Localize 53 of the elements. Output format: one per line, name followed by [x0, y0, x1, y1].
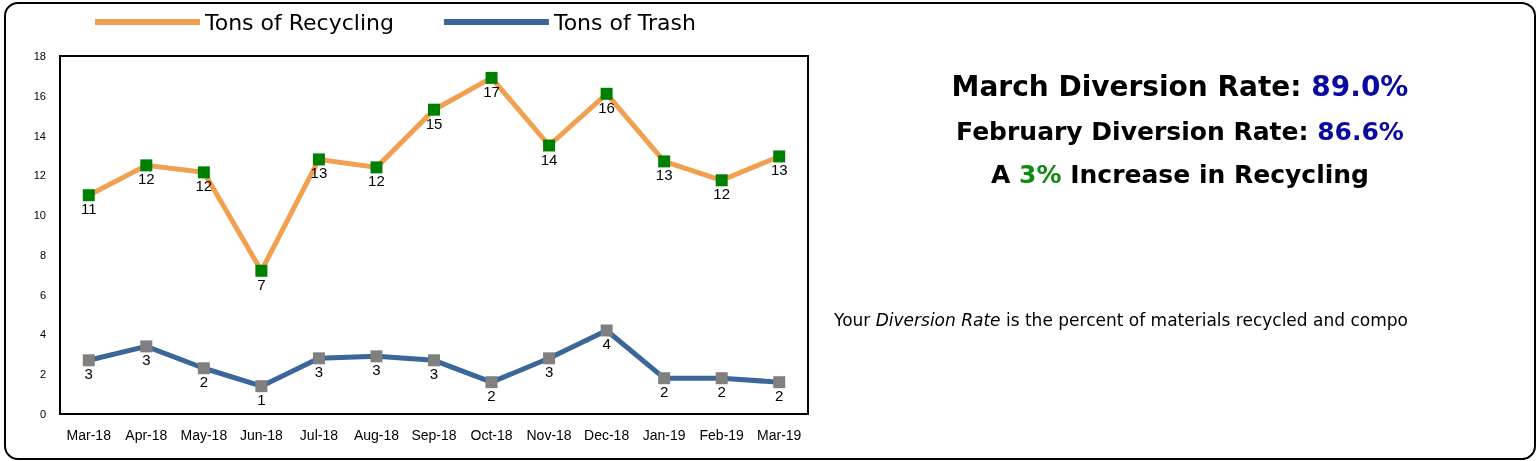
text: Your Diversion Rate is the percent of materials recycled and compo — [834, 310, 1408, 330]
x-tick-label: May-18 — [180, 427, 228, 443]
data-label: 3 — [84, 365, 93, 383]
legend-label: Tons of Recycling — [204, 9, 394, 35]
data-label: 12 — [368, 172, 385, 190]
x-tick-label: Sep-18 — [411, 427, 457, 443]
data-label: 3 — [544, 363, 554, 381]
data-label: 2 — [487, 387, 496, 405]
y-tick-label: 6 — [39, 288, 46, 301]
legend-label: Tons of Trash — [552, 9, 696, 35]
y-tick-label: 14 — [33, 129, 46, 142]
data-label: 7 — [257, 275, 266, 293]
data-label: 2 — [199, 373, 209, 391]
data-label: 4 — [602, 335, 611, 353]
y-tick-label: 0 — [39, 408, 46, 420]
x-tick-label: Feb-19 — [699, 427, 745, 443]
text: February Diversion Rate: 86.6% — [956, 117, 1404, 146]
data-label: 3 — [372, 361, 381, 379]
y-tick-label: 2 — [39, 368, 46, 381]
y-tick-label: 4 — [39, 328, 46, 341]
data-label: 13 — [770, 161, 788, 179]
x-tick-label: Apr-18 — [125, 427, 168, 443]
data-label: 2 — [717, 383, 726, 401]
x-tick-label: Jul-18 — [299, 427, 339, 443]
y-tick-label: 16 — [33, 89, 46, 102]
y-tick-label: 8 — [39, 248, 46, 261]
data-label: 11 — [80, 200, 97, 218]
x-tick-label: Aug-18 — [353, 427, 400, 443]
data-label: 1 — [257, 391, 266, 409]
data-label: 12 — [713, 185, 731, 203]
data-label: 3 — [314, 363, 324, 381]
text: A 3% Increase in Recycling — [991, 160, 1369, 189]
data-label: 12 — [137, 170, 155, 188]
y-tick-label: 18 — [33, 50, 46, 62]
x-tick-label: Nov-18 — [526, 427, 572, 443]
data-label: 14 — [540, 150, 558, 168]
data-label: 3 — [142, 351, 151, 369]
y-tick-label: 10 — [33, 209, 46, 222]
y-tick-label: 12 — [33, 169, 46, 182]
data-label: 3 — [429, 365, 439, 383]
x-tick-label: Jun-18 — [239, 427, 283, 443]
x-tick-label: Mar-18 — [66, 427, 112, 443]
x-tick-label: Mar-19 — [757, 427, 802, 443]
data-label: 2 — [775, 387, 784, 405]
x-tick-label: Dec-18 — [584, 427, 630, 443]
text: March Diversion Rate: 89.0% — [951, 70, 1409, 103]
x-tick-label: Jan-19 — [642, 427, 686, 443]
data-label: 2 — [659, 383, 669, 401]
data-label: 15 — [425, 114, 443, 132]
x-tick-label: Oct-18 — [470, 427, 513, 443]
data-label: 16 — [598, 98, 615, 116]
data-label: 17 — [483, 82, 500, 100]
data-label: 13 — [655, 166, 673, 184]
